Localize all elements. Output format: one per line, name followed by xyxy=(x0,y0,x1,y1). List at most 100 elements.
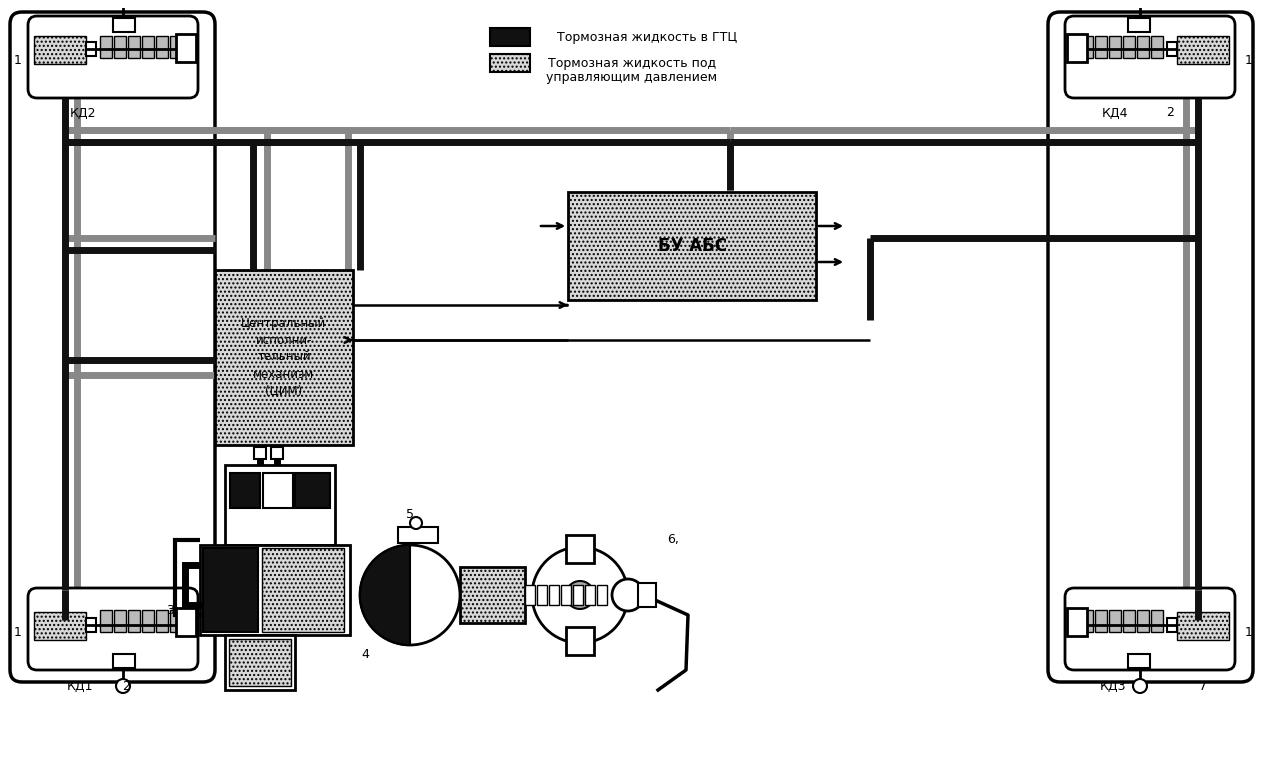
Bar xyxy=(1095,36,1106,58)
Bar xyxy=(1067,608,1087,636)
Bar xyxy=(141,610,154,632)
Bar xyxy=(1177,36,1229,64)
Bar xyxy=(128,36,140,58)
Bar xyxy=(203,548,258,632)
Text: 1: 1 xyxy=(1245,54,1253,67)
Bar xyxy=(215,270,352,445)
FancyBboxPatch shape xyxy=(1065,16,1235,98)
Bar xyxy=(638,583,655,607)
Wedge shape xyxy=(360,545,410,645)
Text: 1: 1 xyxy=(14,54,21,67)
Bar xyxy=(585,585,595,605)
Bar xyxy=(141,36,154,58)
Text: Центральный
исполни-
тельный
механизм
(ЦИМ): Центральный исполни- тельный механизм (Ц… xyxy=(241,316,327,397)
Bar xyxy=(1109,610,1122,632)
Bar xyxy=(263,473,293,508)
Bar xyxy=(1137,36,1149,58)
Bar xyxy=(230,473,260,508)
Bar xyxy=(1137,610,1149,632)
Bar xyxy=(0,756,1263,764)
Bar xyxy=(1128,654,1151,668)
Text: 1: 1 xyxy=(1245,626,1253,639)
Bar xyxy=(573,585,584,605)
Bar xyxy=(272,447,283,459)
Bar xyxy=(1167,618,1177,632)
Text: 4: 4 xyxy=(361,649,369,662)
Bar xyxy=(200,545,350,635)
Bar xyxy=(114,36,126,58)
Bar xyxy=(398,527,438,543)
Bar xyxy=(1081,610,1092,632)
Text: 3: 3 xyxy=(165,604,174,617)
FancyBboxPatch shape xyxy=(1065,588,1235,670)
Circle shape xyxy=(410,517,422,529)
Bar xyxy=(176,608,196,636)
Circle shape xyxy=(116,0,130,7)
Bar xyxy=(597,585,608,605)
Text: БУ АБС: БУ АБС xyxy=(658,237,726,255)
Bar xyxy=(1123,36,1135,58)
Bar xyxy=(568,192,816,300)
Circle shape xyxy=(613,579,644,611)
Bar xyxy=(0,0,1263,8)
Bar xyxy=(490,54,530,72)
Bar xyxy=(112,18,135,32)
Text: КД1: КД1 xyxy=(67,679,93,692)
Text: 2: 2 xyxy=(1166,106,1173,119)
Bar xyxy=(1123,610,1135,632)
Bar xyxy=(100,610,112,632)
Bar xyxy=(86,618,96,632)
Bar xyxy=(537,585,547,605)
Circle shape xyxy=(360,545,460,645)
Bar xyxy=(1067,34,1087,62)
Bar xyxy=(1151,36,1163,58)
FancyBboxPatch shape xyxy=(28,16,198,98)
Bar xyxy=(229,639,290,686)
Text: КД2: КД2 xyxy=(69,106,96,119)
Circle shape xyxy=(1133,0,1147,7)
Bar xyxy=(225,635,296,690)
Text: Тормозная жидкость под: Тормозная жидкость под xyxy=(548,57,716,70)
Text: 5: 5 xyxy=(405,509,414,522)
Bar xyxy=(86,42,96,56)
Bar xyxy=(1095,610,1106,632)
Bar xyxy=(225,465,335,545)
Bar xyxy=(34,612,86,640)
Circle shape xyxy=(116,679,130,693)
Bar xyxy=(171,36,182,58)
Text: КД4: КД4 xyxy=(1101,106,1128,119)
Bar xyxy=(254,447,266,459)
Text: Тормозная жидкость в ГТЦ: Тормозная жидкость в ГТЦ xyxy=(557,31,738,44)
Circle shape xyxy=(566,581,594,609)
Circle shape xyxy=(532,547,628,643)
Bar xyxy=(549,585,560,605)
FancyBboxPatch shape xyxy=(28,588,198,670)
Bar xyxy=(157,610,168,632)
Text: 1: 1 xyxy=(14,626,21,639)
Bar xyxy=(114,610,126,632)
Text: 7: 7 xyxy=(1199,679,1207,692)
Bar xyxy=(566,627,594,655)
Bar xyxy=(128,610,140,632)
Bar xyxy=(460,567,525,623)
Bar xyxy=(171,610,182,632)
Bar xyxy=(112,654,135,668)
Bar xyxy=(34,36,86,64)
Bar xyxy=(157,36,168,58)
Text: КД3: КД3 xyxy=(1100,679,1127,692)
Bar xyxy=(261,548,344,632)
Bar xyxy=(1128,18,1151,32)
Bar xyxy=(490,28,530,46)
Circle shape xyxy=(1133,679,1147,693)
Text: 6,: 6, xyxy=(667,533,679,546)
Text: 2: 2 xyxy=(123,679,130,692)
Bar xyxy=(1081,36,1092,58)
Bar xyxy=(525,585,536,605)
Bar xyxy=(566,535,594,563)
Bar xyxy=(1177,612,1229,640)
Bar xyxy=(296,473,330,508)
Bar xyxy=(1167,42,1177,56)
Text: управляющим давлением: управляющим давлением xyxy=(547,72,717,85)
Bar xyxy=(561,585,571,605)
Bar xyxy=(176,34,196,62)
